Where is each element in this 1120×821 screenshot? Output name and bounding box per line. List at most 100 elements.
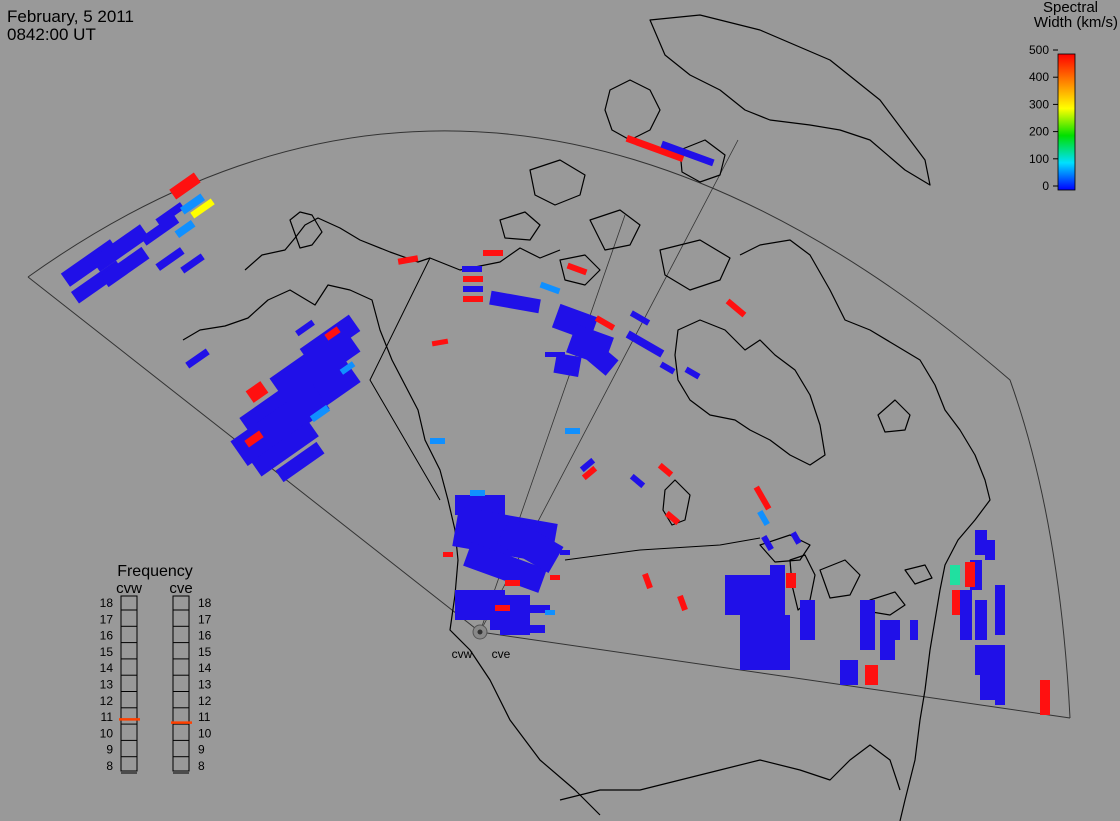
scatter-cell (295, 319, 315, 337)
scatter-cell (463, 286, 483, 292)
scatter-cell (483, 250, 503, 256)
frequency-label-left: 16 (100, 629, 114, 643)
scatter-cell (505, 580, 520, 586)
radar-scatter (60, 134, 1050, 715)
scatter-cell (995, 675, 1005, 705)
scatter-cell (975, 645, 1005, 675)
frequency-label-left: 17 (100, 612, 114, 626)
radar-site-label-cve: cve (492, 647, 511, 661)
scatter-cell (174, 219, 196, 239)
scatter-cell (155, 247, 185, 271)
scatter-cell (965, 562, 975, 587)
scatter-cell (545, 352, 565, 357)
scatter-cell (539, 281, 561, 295)
scatter-cell (275, 441, 325, 483)
scatter-cell (625, 330, 665, 358)
frequency-label-right: 17 (198, 612, 212, 626)
frequency-label-right: 16 (198, 629, 212, 643)
scatter-cell (397, 255, 419, 265)
frequency-panel: Frequency cvw cve 18 18 17 17 16 16 15 15 14 14 13… (100, 563, 212, 774)
scatter-cell (463, 276, 483, 282)
scatter-cell (495, 605, 510, 611)
scatter-cell (245, 381, 269, 403)
scatter-cell (677, 594, 688, 612)
colorbar-tick-label: 300 (1029, 97, 1049, 111)
scatter-cell (684, 366, 701, 380)
scatter-cell (560, 550, 570, 555)
scatter-cell (770, 565, 785, 595)
scatter-cell (496, 517, 564, 573)
scatter-cell (140, 214, 180, 246)
colorbar-ticks: 500 400 300 200 100 0 (1029, 43, 1058, 193)
scatter-cell (190, 198, 215, 219)
colorbar-title-line2: Width (km/s) (1034, 14, 1118, 31)
frequency-label-right: 8 (198, 759, 205, 773)
scatter-cell (530, 605, 550, 613)
scatter-cell (489, 290, 541, 314)
scatter-cell (180, 253, 205, 274)
colorbar-tick-label: 200 (1029, 125, 1049, 139)
frequency-radar-label-cvw: cvw (116, 580, 142, 597)
colorbar-gradient (1057, 53, 1076, 191)
scatter-cell (553, 352, 582, 378)
scatter-cell (581, 465, 598, 481)
scatter-cell (100, 246, 150, 288)
scatter-cell (470, 490, 485, 496)
scatter-cell (299, 314, 361, 366)
frequency-bar-cvw (120, 595, 138, 772)
scatter-cell (985, 540, 995, 560)
colorbar-tick-label: 0 (1042, 179, 1049, 193)
scatter-cell (462, 266, 482, 272)
scatter-cell (566, 262, 588, 276)
scatter-cell (251, 421, 319, 477)
frequency-label-left: 13 (100, 678, 114, 692)
scatter-cell (155, 202, 185, 226)
scatter-cell (431, 338, 449, 347)
scatter-cell (90, 224, 150, 272)
frequency-label-left: 12 (100, 694, 114, 708)
scatter-cell (761, 535, 774, 551)
scatter-cell (565, 428, 580, 434)
frequency-scale: 18 18 17 17 16 16 15 15 14 14 13 13 12 12 11 11 10 10 9 9 8 8 (100, 595, 212, 774)
scatter-cell (975, 530, 987, 555)
frequency-label-right: 14 (198, 661, 212, 675)
frequency-label-right: 9 (198, 743, 205, 757)
scatter-cell (860, 600, 875, 650)
scatter-cell (850, 660, 858, 685)
scatter-cell (757, 510, 770, 526)
scatter-cell (244, 430, 264, 448)
radar-site-label-cvw: cvw (452, 647, 473, 661)
scatter-cell (725, 298, 747, 318)
scatter-cell (786, 573, 796, 588)
scatter-cell (960, 590, 972, 640)
scatter-cell (995, 585, 1005, 635)
frequency-label-left: 14 (100, 661, 114, 675)
frequency-label-right: 18 (198, 596, 212, 610)
scatter-cell (525, 625, 545, 633)
frequency-radar-label-cve: cve (169, 580, 192, 597)
scatter-cell (324, 326, 341, 341)
frequency-bar-cve (172, 595, 190, 772)
scatter-cell (443, 552, 453, 557)
frequency-label-left: 8 (106, 759, 113, 773)
scatter-cell (740, 615, 790, 670)
scatter-cell (463, 296, 483, 302)
scatter-cell (890, 620, 900, 640)
scatter-cell (185, 348, 210, 369)
scatter-cell (660, 140, 715, 167)
scatter-cell (840, 660, 850, 685)
frequency-label-right: 15 (198, 645, 212, 659)
frequency-label-right: 13 (198, 678, 212, 692)
radar-site-center (477, 629, 483, 635)
colorbar-title-line1: Spectral (1043, 0, 1098, 16)
scatter-cell (657, 462, 674, 478)
spectral-width-colorbar: Spectral Width (km/s) 500 400 300 200 100 0 (1029, 0, 1118, 193)
scatter-cell (629, 310, 651, 326)
scatter-cell (339, 361, 356, 375)
colorbar-tick-label: 500 (1029, 43, 1049, 57)
colorbar-tick-label: 400 (1029, 70, 1049, 84)
scatter-cell (463, 542, 547, 593)
scatter-cell (910, 620, 918, 640)
scatter-cell (179, 193, 206, 215)
